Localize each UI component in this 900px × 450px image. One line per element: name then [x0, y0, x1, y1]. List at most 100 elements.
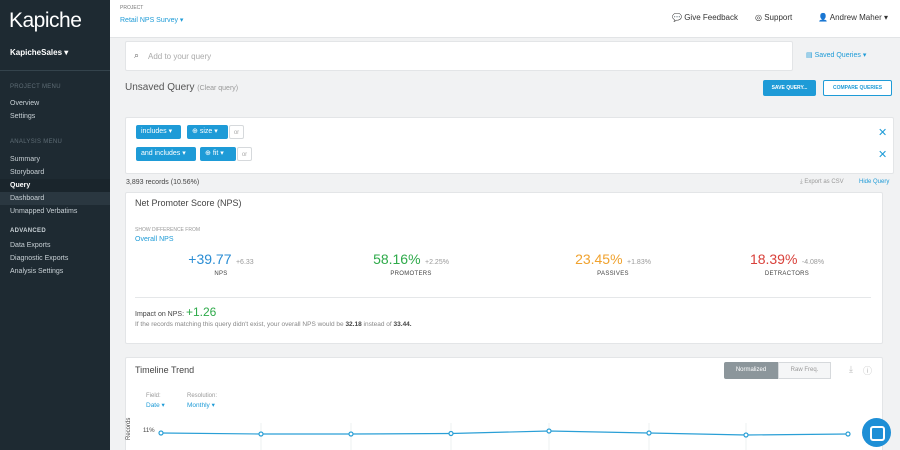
project-label: PROJECT [120, 5, 144, 11]
metric-values: 18.39% -4.08% [727, 251, 847, 269]
hide-query[interactable]: Hide Query [859, 179, 890, 185]
metric-values: +39.77 +6.33 [161, 251, 281, 269]
metric-values: 23.45% +1.83% [553, 251, 673, 269]
term-pill[interactable]: ⊕ fit ▾ [200, 147, 236, 161]
menu-item[interactable]: Summary [10, 156, 40, 163]
metric-label: PASSIVES [597, 271, 629, 277]
pill-text: size [199, 128, 213, 135]
save-button[interactable]: SAVE QUERY... [763, 80, 816, 96]
metric-label: PROMOTERS [390, 271, 432, 277]
note-value: 32.18 [345, 321, 362, 328]
metric-values: 58.16% +2.25% [351, 251, 471, 269]
panel-title: Net Promoter Score (NPS) [135, 198, 242, 208]
menu-item-active[interactable]: Query [10, 182, 31, 189]
impact-note: If the records matching this query didn'… [135, 321, 412, 328]
metric: 58.16% +2.25% PROMOTERS [351, 251, 471, 277]
logo[interactable]: Kapiche [9, 9, 82, 32]
project-name: Retail NPS Survey [120, 17, 178, 24]
impact: Impact on NPS: +1.26 [135, 305, 216, 319]
pill-text: includes [141, 128, 167, 135]
help-icon[interactable]: ⓘ [863, 366, 873, 376]
compare-button[interactable]: COMPARE QUERIES [823, 80, 892, 96]
metric-delta: -4.08% [801, 259, 825, 266]
link-text: Andrew Maher [829, 13, 882, 22]
download-icon[interactable]: ⤓ [849, 364, 853, 374]
export-text: Export as CSV [804, 179, 844, 185]
feedback-link[interactable]: 💬 Give Feedback [672, 13, 738, 22]
metric-label: NPS [214, 271, 228, 277]
link-text: Give Feedback [684, 13, 738, 22]
hover-row [0, 192, 110, 205]
grid [260, 423, 747, 450]
chat-icon [870, 426, 885, 441]
note-text: If the records matching this query didn'… [135, 321, 344, 328]
baseline-select[interactable]: Overall NPS [135, 236, 174, 243]
project-select[interactable]: Retail NPS Survey ▾ [120, 17, 184, 24]
chat-button[interactable] [862, 418, 891, 447]
saved-queries-text: Saved Queries [814, 52, 861, 59]
resolution-select[interactable]: Monthly ▾ [187, 402, 215, 409]
toggle-active[interactable]: Normalized [724, 362, 778, 379]
or-button[interactable]: or [229, 125, 244, 139]
nps-panel: Net Promoter Score (NPS) SHOW DIFFERENCE… [125, 192, 883, 344]
y-axis-label: Records [126, 417, 132, 440]
metric-value: +39.77 [188, 251, 232, 267]
menu-item[interactable]: Overview [10, 100, 40, 107]
export-csv[interactable]: ⤓ Export as CSV [800, 179, 844, 185]
operator-pill[interactable]: includes ▾ [136, 125, 181, 139]
account-name: KapicheSales [10, 48, 63, 57]
menu-item[interactable]: Storyboard [10, 169, 45, 176]
metric-value: 58.16% [373, 251, 421, 267]
resolution-value: Monthly [187, 402, 210, 409]
menu-item[interactable]: Analysis Settings [10, 268, 64, 275]
active-row [0, 179, 110, 192]
menu-heading: PROJECT MENU [10, 84, 61, 90]
search-placeholder: Add to your query [148, 52, 212, 61]
top-bar: PROJECT Retail NPS Survey ▾ 💬 Give Feedb… [110, 0, 900, 38]
term-pill[interactable]: ⊕ size ▾ [187, 125, 228, 139]
link-text: Support [764, 13, 793, 22]
trend-path [160, 430, 849, 436]
sidebar: Kapiche KapicheSales ▾ PROJECT MENU Over… [0, 0, 110, 450]
operator-pill[interactable]: and includes ▾ [136, 147, 196, 161]
panel-title: Timeline Trend [135, 365, 195, 375]
pill-text: and includes [141, 150, 181, 157]
note-text: instead of [363, 321, 392, 328]
field-value: Date [146, 402, 160, 409]
search-icon: ⌕ [134, 50, 140, 60]
menu-item[interactable]: Unmapped Verbatims [10, 208, 78, 215]
query-panel: includes ▾ ⊕ size ▾ or and includes ▾ ⊕ … [125, 117, 894, 174]
divider [135, 297, 871, 298]
support-link[interactable]: ◎ Support [755, 13, 793, 22]
saved-queries[interactable]: ▤ Saved Queries ▾ [806, 52, 867, 59]
remove-row[interactable]: ✕ [878, 127, 888, 139]
menu-item[interactable]: Dashboard [10, 195, 45, 202]
search-box[interactable]: ⌕ Add to your query [125, 41, 793, 71]
pill-text: fit [212, 150, 219, 157]
menu-item[interactable]: Settings [10, 113, 36, 120]
metric: 18.39% -4.08% DETRACTORS [727, 251, 847, 277]
metric-value: 23.45% [575, 251, 623, 267]
metric-label: DETRACTORS [764, 271, 810, 277]
remove-row[interactable]: ✕ [878, 149, 888, 161]
metric-delta: +2.25% [425, 259, 449, 266]
field-label: Field: [146, 393, 161, 399]
metric-value: 18.39% [749, 251, 798, 267]
diff-label: SHOW DIFFERENCE FROM [135, 227, 200, 233]
user-menu[interactable]: 👤 Andrew Maher ▾ [818, 13, 889, 22]
metric-delta: +6.33 [235, 259, 254, 266]
toggle[interactable]: Raw Freq. [778, 362, 831, 379]
metric-delta: +1.83% [627, 259, 651, 266]
account[interactable]: KapicheSales ▾ [10, 48, 69, 57]
impact-value: +1.26 [185, 305, 217, 319]
menu-item[interactable]: Diagnostic Exports [10, 255, 69, 262]
clear-query[interactable]: (Clear query) [197, 85, 239, 92]
y-tick-label: 11% [143, 428, 155, 434]
or-button[interactable]: or [237, 147, 252, 161]
records-count: 3,893 records (10.56%) [126, 179, 200, 186]
metric: 23.45% +1.83% PASSIVES [553, 251, 673, 277]
menu-heading: ANALYSIS MENU [10, 139, 63, 145]
field-select[interactable]: Date ▾ [146, 402, 165, 409]
menu-item[interactable]: Data Exports [10, 242, 51, 249]
query-title-text: Unsaved Query [125, 82, 195, 93]
